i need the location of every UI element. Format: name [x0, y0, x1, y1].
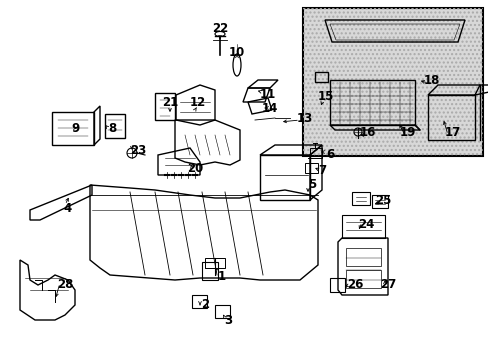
- Text: 13: 13: [296, 112, 312, 125]
- Text: 28: 28: [57, 279, 73, 292]
- Text: 20: 20: [186, 162, 203, 175]
- Text: 11: 11: [259, 89, 276, 102]
- Text: 27: 27: [379, 279, 395, 292]
- Text: 22: 22: [211, 22, 228, 35]
- Text: 6: 6: [325, 148, 333, 161]
- Text: 8: 8: [108, 122, 116, 135]
- Text: 26: 26: [346, 279, 363, 292]
- Text: 9: 9: [71, 122, 79, 135]
- Bar: [303, 8, 482, 156]
- Text: 14: 14: [261, 102, 278, 114]
- Bar: [346, 248, 380, 266]
- Text: 3: 3: [224, 314, 232, 327]
- Text: 5: 5: [307, 179, 315, 192]
- Text: 23: 23: [130, 144, 146, 158]
- Text: 21: 21: [162, 96, 178, 109]
- Text: 2: 2: [201, 298, 209, 311]
- Text: 4: 4: [64, 202, 72, 215]
- Text: 16: 16: [359, 126, 375, 139]
- Text: 24: 24: [357, 219, 373, 231]
- Text: 1: 1: [218, 270, 225, 283]
- Text: 18: 18: [423, 73, 439, 86]
- Bar: [204, 258, 224, 268]
- Text: 25: 25: [374, 194, 390, 207]
- Bar: [346, 270, 380, 288]
- Bar: [303, 8, 482, 156]
- Text: 10: 10: [228, 45, 244, 58]
- Text: 15: 15: [317, 90, 333, 104]
- Text: 7: 7: [317, 165, 325, 177]
- Text: 19: 19: [399, 126, 415, 139]
- Text: 17: 17: [444, 126, 460, 139]
- Text: 12: 12: [189, 96, 206, 109]
